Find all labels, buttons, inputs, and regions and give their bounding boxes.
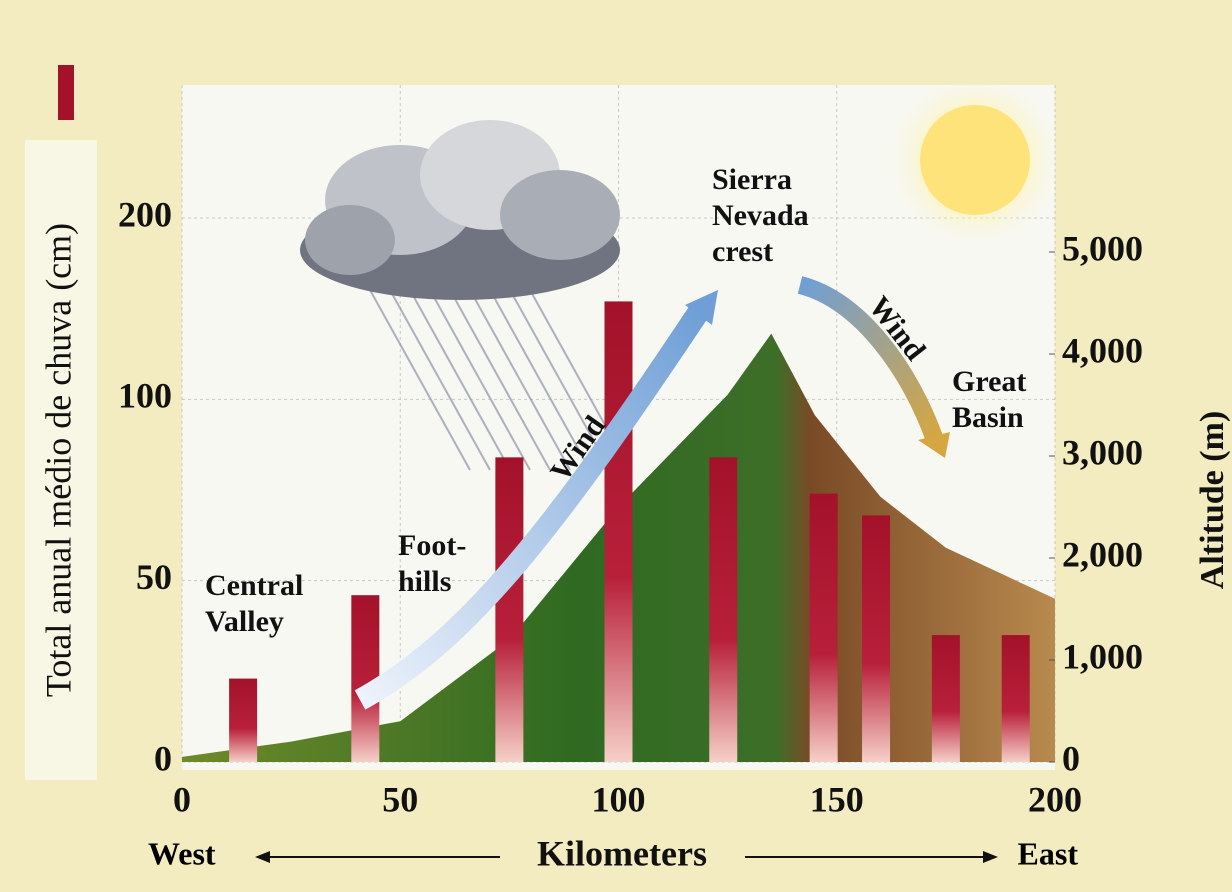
y-tick-label: 0 xyxy=(154,738,172,778)
bar xyxy=(604,301,633,762)
wind-arrow-up xyxy=(354,303,710,710)
annotation: hills xyxy=(398,565,451,598)
annotation: Nevada xyxy=(712,199,809,232)
bar xyxy=(495,457,524,762)
y2-tick-label: 2,000 xyxy=(1062,534,1143,574)
y-tick-label: 50 xyxy=(136,557,172,597)
y2-tick-label: 0 xyxy=(1062,738,1080,778)
annotation: Sierra xyxy=(712,163,792,196)
bar xyxy=(809,493,838,762)
wind-arrowhead-down xyxy=(918,432,950,458)
x-axis-label: Kilometers xyxy=(537,833,707,873)
sun-core xyxy=(920,105,1030,215)
cloud xyxy=(300,120,620,300)
bar xyxy=(709,457,738,762)
x-tick-label: 0 xyxy=(173,779,191,819)
annotation: Foot- xyxy=(398,529,466,562)
y2-axis-label: Altitude (m) xyxy=(1194,411,1231,589)
east-arrowhead xyxy=(983,851,998,863)
axis-label-box xyxy=(25,140,97,780)
y2-tick-label: 5,000 xyxy=(1062,228,1143,268)
wind-arrowhead-up xyxy=(685,290,718,325)
bar xyxy=(351,595,380,762)
y2-tick-label: 1,000 xyxy=(1062,636,1143,676)
x-tick-label: 50 xyxy=(382,779,418,819)
west-arrowhead xyxy=(255,851,270,863)
bar xyxy=(229,678,258,762)
bar-layer xyxy=(229,301,1030,762)
x-tick-label: 200 xyxy=(1028,779,1082,819)
wind-arrow-down xyxy=(797,276,944,444)
annotation: Basin xyxy=(952,401,1024,434)
y-tick-label: 200 xyxy=(118,194,172,234)
annotation: Valley xyxy=(205,605,284,638)
y-axis-label: Total anual médio de chuva (cm) xyxy=(38,223,78,697)
legend-swatch xyxy=(58,65,74,120)
y-tick-label: 100 xyxy=(118,376,172,416)
annotation: Central xyxy=(205,569,303,602)
annotation: crest xyxy=(712,235,773,268)
x-right-label: East xyxy=(1018,835,1079,871)
bar xyxy=(931,635,960,762)
y2-tick-label: 4,000 xyxy=(1062,330,1143,370)
bar xyxy=(862,515,891,762)
bar xyxy=(1001,635,1030,762)
x-left-label: West xyxy=(148,835,216,871)
y2-tick-label: 3,000 xyxy=(1062,432,1143,472)
x-tick-label: 100 xyxy=(592,779,646,819)
x-tick-label: 150 xyxy=(810,779,864,819)
annotation: Great xyxy=(952,365,1026,398)
